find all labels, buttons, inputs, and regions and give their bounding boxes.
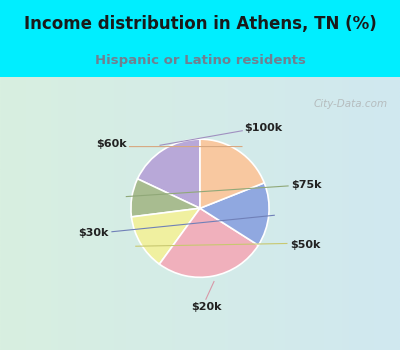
Wedge shape: [132, 208, 200, 264]
Text: $20k: $20k: [191, 302, 221, 313]
Wedge shape: [200, 183, 269, 245]
Text: Hispanic or Latino residents: Hispanic or Latino residents: [94, 54, 306, 67]
Text: $30k: $30k: [78, 228, 109, 238]
Wedge shape: [159, 208, 258, 277]
Text: $100k: $100k: [244, 123, 282, 133]
Text: City-Data.com: City-Data.com: [314, 99, 388, 109]
Text: $60k: $60k: [96, 139, 127, 149]
Text: Income distribution in Athens, TN (%): Income distribution in Athens, TN (%): [24, 15, 376, 33]
Wedge shape: [131, 179, 200, 217]
Text: $75k: $75k: [291, 180, 322, 190]
Text: $50k: $50k: [290, 240, 320, 250]
Wedge shape: [138, 139, 200, 208]
Wedge shape: [200, 139, 264, 208]
